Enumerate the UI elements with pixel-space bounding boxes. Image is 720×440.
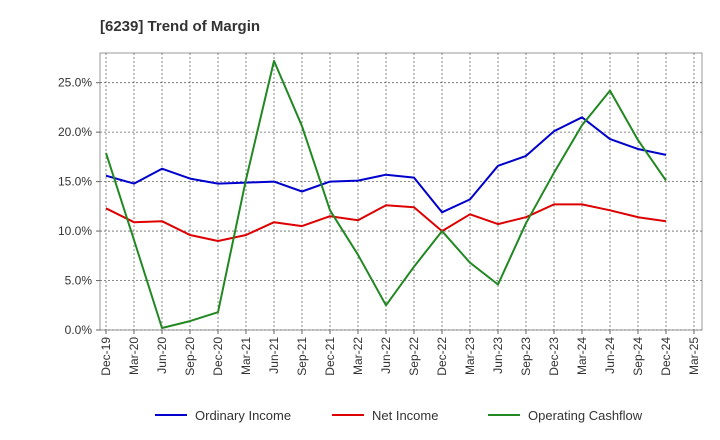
y-tick-label: 0.0% bbox=[65, 323, 93, 337]
x-tick-label: Dec-24 bbox=[659, 337, 673, 376]
x-tick-label: Jun-21 bbox=[267, 337, 281, 374]
x-tick-label: Sep-20 bbox=[183, 337, 197, 376]
series-line-net-income bbox=[105, 203, 667, 242]
x-tick-label: Mar-24 bbox=[575, 337, 589, 375]
series-line-ordinary-income bbox=[105, 116, 667, 214]
x-tick-labels: Dec-19 Mar-20 Jun-20 Sep-20 Dec-20 Mar-21 Jun-… bbox=[99, 330, 701, 376]
x-tick-label: Sep-22 bbox=[407, 337, 421, 376]
y-tick-label: 20.0% bbox=[58, 125, 92, 139]
x-tick-label: Jun-20 bbox=[155, 337, 169, 374]
legend-label: Operating Cashflow bbox=[528, 408, 643, 423]
x-tick-label: Mar-23 bbox=[463, 337, 477, 375]
series-line-operating-cashflow bbox=[105, 59, 667, 329]
x-tick-label: Mar-25 bbox=[687, 337, 701, 375]
y-tick-label: 5.0% bbox=[65, 274, 93, 288]
x-tick-label: Jun-23 bbox=[491, 337, 505, 374]
y-tick-label: 15.0% bbox=[58, 175, 92, 189]
legend-label: Ordinary Income bbox=[195, 408, 291, 423]
y-tick-label: 10.0% bbox=[58, 224, 92, 238]
x-tick-label: Sep-21 bbox=[295, 337, 309, 376]
x-tick-label: Mar-20 bbox=[127, 337, 141, 375]
x-tick-label: Jun-24 bbox=[603, 337, 617, 374]
x-tick-label: Jun-22 bbox=[379, 337, 393, 374]
y-tick-labels: 0.0% 5.0% 10.0% 15.0% 20.0% 25.0% bbox=[58, 76, 100, 337]
x-tick-label: Sep-24 bbox=[631, 337, 645, 376]
series-lines bbox=[105, 59, 667, 329]
y-tick-label: 25.0% bbox=[58, 76, 92, 90]
chart-title: [6239] Trend of Margin bbox=[100, 18, 260, 35]
x-tick-label: Sep-23 bbox=[519, 337, 533, 376]
x-tick-label: Dec-20 bbox=[211, 337, 225, 376]
legend: Ordinary Income Net Income Operating Cashf… bbox=[155, 408, 643, 423]
x-tick-label: Mar-21 bbox=[239, 337, 253, 375]
legend-label: Net Income bbox=[372, 408, 438, 423]
x-tick-label: Dec-23 bbox=[547, 337, 561, 376]
x-tick-label: Dec-22 bbox=[435, 337, 449, 376]
x-tick-label: Dec-19 bbox=[99, 337, 113, 376]
x-tick-label: Mar-22 bbox=[351, 337, 365, 375]
x-tick-label: Dec-21 bbox=[323, 337, 337, 376]
